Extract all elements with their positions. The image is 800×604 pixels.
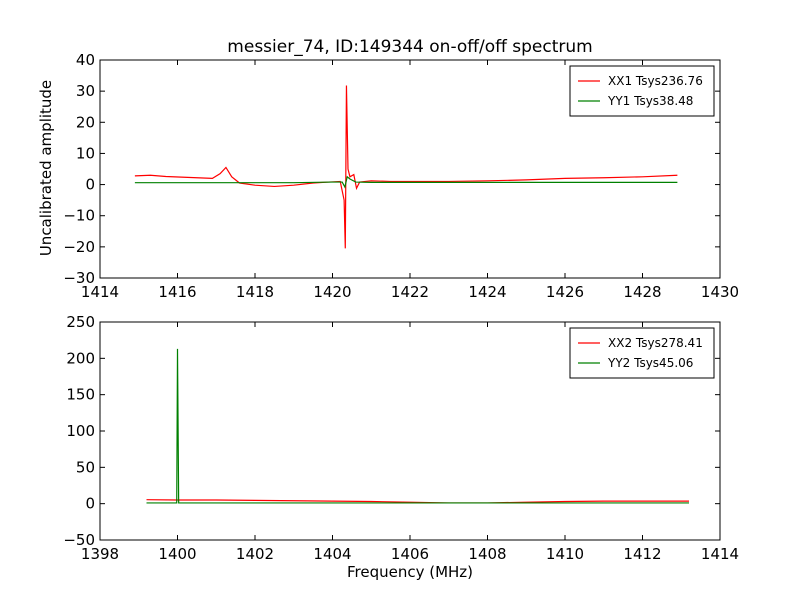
legend-entry-label: YY2 Tsys45.06 (607, 356, 693, 370)
x-tick-label: 1424 (468, 283, 506, 301)
x-tick-label: 1416 (158, 283, 196, 301)
x-tick-label: 1414 (701, 545, 739, 563)
series-line-xx1 (134, 85, 678, 249)
y-tick-label: 0 (85, 176, 95, 194)
y-tick-label: −50 (63, 531, 95, 549)
top-spectrum-plot: 1414 1416 1418 1420 1422 1424 1426 1428 1430 −30 −… (63, 51, 739, 301)
x-tick-label: 1430 (701, 283, 739, 301)
x-tick-label: 1400 (158, 545, 196, 563)
legend-entry-label: XX2 Tsys278.41 (608, 336, 703, 350)
x-tick-label: 1398 (81, 545, 119, 563)
y-tick-label: 200 (66, 349, 95, 367)
x-tick-label: 1418 (236, 283, 274, 301)
x-tick-label: 1406 (391, 545, 429, 563)
x-tick-label: 1408 (468, 545, 506, 563)
series-line-yy1 (134, 175, 678, 189)
bottom-spectrum-plot: 1398 1400 1402 1404 1406 1408 1410 1412 1414 −50 0… (63, 313, 739, 563)
x-tick-label: 1414 (81, 283, 119, 301)
x-tick-label: 1422 (391, 283, 429, 301)
y-tick-label: 100 (66, 422, 95, 440)
x-tick-label: 1402 (236, 545, 274, 563)
x-tick-label: 1428 (623, 283, 661, 301)
x-tick-label: 1404 (313, 545, 351, 563)
x-axis-label: Frequency (MHz) (347, 563, 473, 581)
y-tick-label: 10 (76, 144, 95, 162)
y-tick-label: 50 (76, 458, 95, 476)
y-tick-label: 40 (76, 51, 95, 69)
legend-entry-label: XX1 Tsys236.76 (608, 74, 703, 88)
y-tick-label: 30 (76, 82, 95, 100)
legend-box (569, 65, 715, 117)
legend-entry-label: YY1 Tsys38.48 (607, 94, 693, 108)
y-tick-label: 250 (66, 313, 95, 331)
y-axis-label: Uncalibrated amplitude (37, 80, 55, 256)
x-tick-label: 1410 (546, 545, 584, 563)
y-tick-label: 150 (66, 386, 95, 404)
legend-box (569, 327, 715, 379)
y-tick-label: −10 (63, 207, 95, 225)
x-tick-label: 1412 (623, 545, 661, 563)
y-tick-label: −30 (63, 269, 95, 287)
x-tick-label: 1420 (313, 283, 351, 301)
x-tick-label: 1426 (546, 283, 584, 301)
series-line-yy2 (146, 348, 689, 504)
chart-title: messier_74, ID:149344 on-off/off spectru… (227, 37, 592, 57)
y-tick-label: 0 (85, 495, 95, 513)
series-line-xx2 (146, 499, 689, 504)
y-tick-label: −20 (63, 238, 95, 256)
y-tick-label: 20 (76, 113, 95, 131)
